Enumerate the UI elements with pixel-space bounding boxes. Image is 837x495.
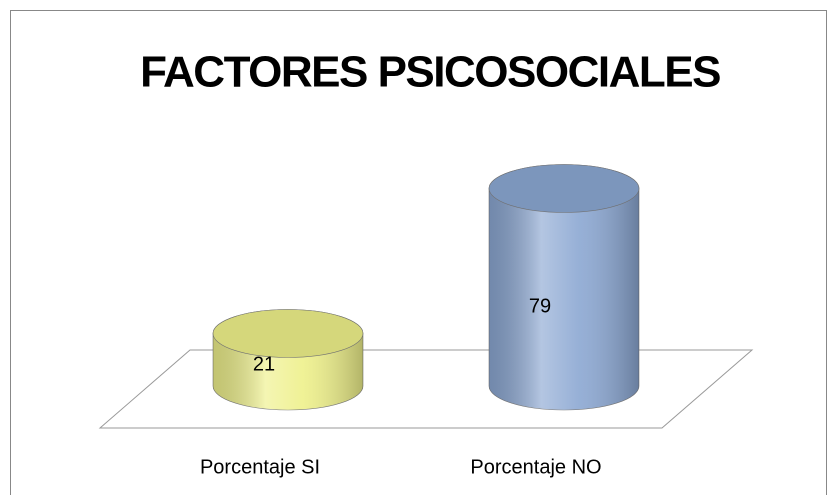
cylinder-top-shade xyxy=(489,164,639,213)
data-label: 21 xyxy=(253,353,275,375)
cylinder-top-shade xyxy=(213,309,363,358)
cylinder-shade xyxy=(489,164,639,410)
x-tick-label: Porcentaje SI xyxy=(200,456,320,478)
data-label: 79 xyxy=(529,295,551,317)
chart-title: FACTORES PSICOSOCIALES xyxy=(140,48,720,97)
cylinder-top xyxy=(212,309,364,358)
floor xyxy=(98,349,754,429)
x-tick-label: Porcentaje NO xyxy=(470,456,601,478)
cylinder-top xyxy=(488,164,640,213)
